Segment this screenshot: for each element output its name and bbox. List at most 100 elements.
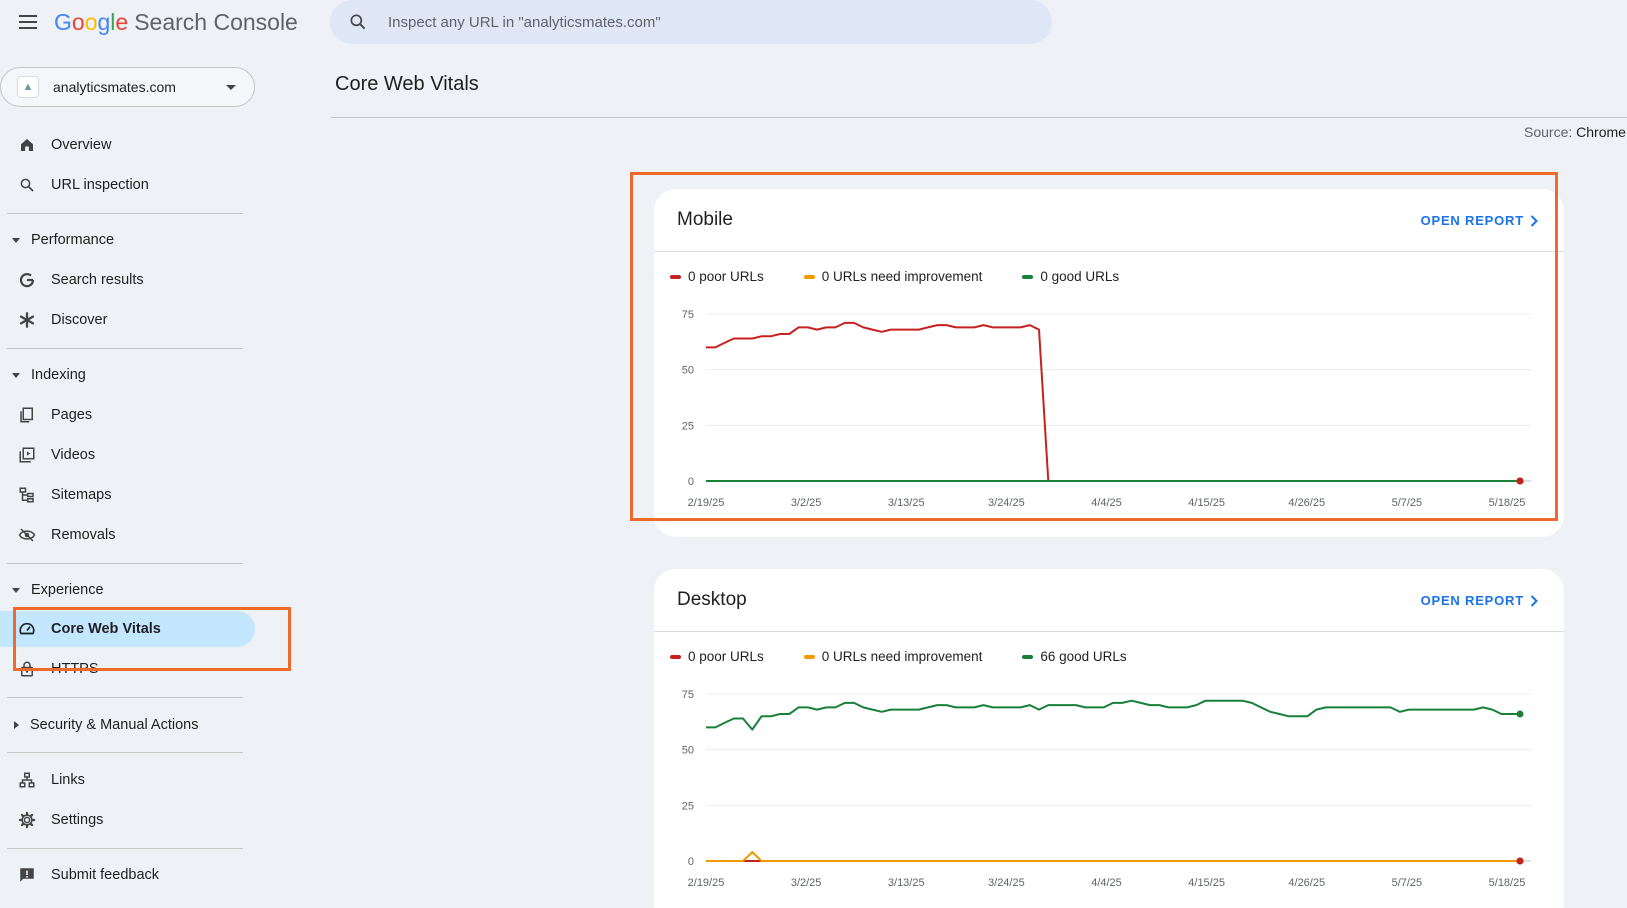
legend-label: 0 good URLs (1040, 269, 1120, 284)
legend-swatch (670, 274, 681, 279)
chart-legend: 0 poor URLs 0 URLs need improvement 0 go… (670, 269, 1159, 284)
sidebar-item-submit-feedback[interactable]: Submit feedback (0, 857, 159, 893)
sidebar-item-label: Submit feedback (51, 867, 160, 883)
sidebar-item-sitemaps[interactable]: Sitemaps (0, 477, 111, 513)
open-report-label: OPEN REPORT (1420, 213, 1524, 228)
url-inspect-input[interactable] (388, 13, 988, 31)
search-console-logo[interactable]: Google Search Console (54, 9, 298, 36)
legend-swatch (670, 654, 681, 659)
chevron-down-icon (226, 85, 236, 90)
chevron-right-icon (1530, 214, 1538, 227)
sidebar-item-removals[interactable]: Removals (0, 517, 115, 553)
sidebar-item-label: Videos (51, 447, 96, 463)
chevron-right-icon (1530, 594, 1538, 607)
sidebar-item-url-inspection[interactable]: URL inspection (0, 167, 149, 203)
pages-icon (17, 405, 37, 425)
sidebar-item-label: Links (51, 772, 85, 788)
feedback-icon (17, 865, 37, 885)
sidebar-item-core-web-vitals[interactable]: Core Web Vitals (0, 611, 255, 647)
y-tick-label: 25 (682, 420, 694, 432)
logo-letter: l (110, 9, 116, 35)
legend-need-improvement[interactable]: 0 URLs need improvement (803, 269, 983, 284)
y-tick-label: 0 (688, 476, 694, 488)
sidebar-divider (7, 213, 243, 214)
sidebar-item-discover[interactable]: Discover (0, 302, 107, 338)
caret-down-icon (12, 372, 20, 378)
main-menu-button[interactable] (16, 10, 40, 34)
property-selector[interactable]: ▲ analyticsmates.com (0, 67, 255, 107)
sidebar-section-indexing[interactable]: Indexing (0, 360, 86, 390)
google-g-icon (17, 270, 37, 290)
sidebar-item-label: URL inspection (51, 177, 149, 193)
url-inspect-search-bar[interactable] (330, 0, 1052, 44)
x-tick-label: 5/7/25 (1392, 877, 1423, 889)
legend-poor[interactable]: 0 poor URLs (670, 269, 764, 284)
sidebar-divider (7, 563, 243, 564)
card-divider (654, 251, 1564, 252)
series-end-point (1516, 477, 1524, 485)
x-tick-label: 5/18/25 (1489, 497, 1526, 509)
legend-poor[interactable]: 0 poor URLs (670, 649, 764, 664)
source-value: Chrome (1576, 124, 1626, 140)
desktop-urls-line-chart: 0 25 50 75 2/19/25 3/2/25 3/13/25 3/24/25 4/4/25… (682, 689, 1531, 889)
y-tick-label: 25 (682, 800, 694, 812)
search-icon (350, 14, 366, 30)
lock-icon (17, 659, 37, 679)
sidebar-item-settings[interactable]: Settings (0, 802, 103, 838)
sidebar-divider (7, 697, 243, 698)
x-tick-label: 3/24/25 (988, 497, 1025, 509)
section-label: Performance (31, 232, 115, 248)
product-name: Search Console (134, 9, 298, 35)
highlight-box-core-web-vitals (13, 607, 291, 671)
sidebar-item-label: Search results (51, 272, 144, 288)
sidebar-item-pages[interactable]: Pages (0, 397, 92, 433)
legend-need-improvement[interactable]: 0 URLs need improvement (803, 649, 982, 664)
x-tick-label: 4/4/25 (1091, 877, 1122, 889)
x-tick-label: 4/26/25 (1288, 497, 1325, 509)
sidebar-item-overview[interactable]: Overview (0, 127, 111, 163)
source-label: Source: (1524, 124, 1573, 140)
y-tick-label: 75 (682, 309, 694, 321)
data-source: Source: Chrome (1524, 124, 1626, 140)
links-icon (17, 770, 37, 790)
sitemap-icon (17, 485, 37, 505)
sidebar-divider (7, 348, 243, 349)
card-title: Desktop (677, 589, 747, 610)
x-tick-label: 3/13/25 (888, 877, 925, 889)
sidebar-item-links[interactable]: Links (0, 762, 85, 798)
y-tick-label: 50 (682, 745, 694, 757)
x-tick-label: 4/4/25 (1091, 497, 1122, 509)
caret-down-icon (12, 587, 20, 593)
x-tick-label: 4/26/25 (1288, 877, 1325, 889)
sidebar-section-performance[interactable]: Performance (0, 225, 114, 255)
legend-good[interactable]: 0 good URLs (1022, 269, 1119, 284)
legend-label: 0 URLs need improvement (821, 269, 983, 284)
x-tick-label: 2/19/25 (688, 877, 725, 889)
x-tick-label: 5/18/25 (1489, 877, 1526, 889)
series-end-point (1516, 857, 1524, 865)
sidebar-item-label: Removals (51, 527, 116, 543)
sidebar-section-experience[interactable]: Experience (0, 575, 104, 605)
property-favicon-icon: ▲ (17, 76, 39, 98)
gear-icon (17, 810, 37, 830)
sidebar-item-videos[interactable]: Videos (0, 437, 95, 473)
speedometer-icon (17, 619, 37, 639)
header-divider (331, 117, 1627, 118)
asterisk-icon (17, 310, 37, 330)
sidebar-divider (7, 848, 243, 849)
legend-good[interactable]: 66 good URLs (1022, 649, 1127, 664)
y-tick-label: 75 (682, 689, 694, 701)
open-report-button[interactable]: OPEN REPORT (1421, 213, 1538, 228)
card-title: Mobile (677, 209, 733, 230)
legend-swatch (1022, 274, 1034, 279)
sidebar-item-label: Settings (51, 812, 104, 828)
desktop-report-card: Desktop OPEN REPORT 0 poor URLs 0 URLs n… (654, 569, 1564, 908)
sidebar-item-search-results[interactable]: Search results (0, 262, 144, 298)
logo-letter: o (84, 9, 98, 35)
sidebar-section-security[interactable]: Security & Manual Actions (0, 710, 198, 740)
open-report-button[interactable]: OPEN REPORT (1421, 593, 1538, 608)
card-divider (654, 631, 1564, 632)
mobile-report-card: Mobile OPEN REPORT 0 poor URLs 0 URLs ne… (654, 189, 1564, 537)
highlight-box-mobile (630, 172, 1558, 521)
section-label: Indexing (31, 367, 86, 383)
